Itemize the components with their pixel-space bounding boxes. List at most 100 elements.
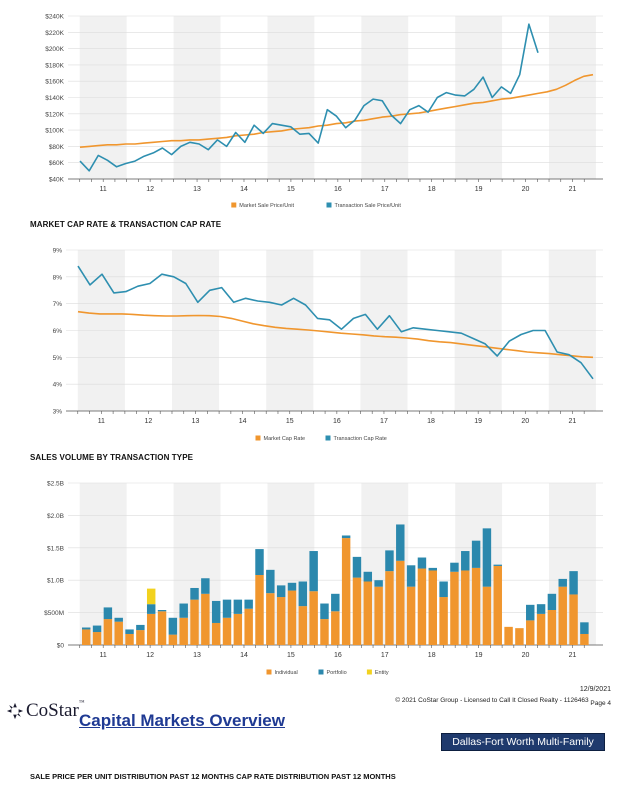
price-chart-ytick-label: $100K — [45, 128, 64, 135]
volume-chart-bar-individual — [233, 613, 243, 645]
volume-chart-bar-individual — [569, 594, 578, 645]
volume-chart-bar-individual — [352, 577, 362, 645]
price-chart-ytick-label: $220K — [45, 30, 64, 37]
volume-chart-bar-individual — [136, 630, 145, 645]
volume-chart-bar-individual — [504, 626, 513, 645]
volume-chart-bar-portfolio — [493, 564, 502, 566]
volume-chart-bar-individual — [309, 591, 318, 645]
price-chart-xtick-label: 20 — [522, 186, 530, 193]
volume-chart-xtick-label: 14 — [240, 652, 248, 659]
cap-chart-ytick-label: 8% — [53, 274, 63, 281]
cap-chart-ytick-label: 4% — [53, 382, 63, 389]
volume-chart-bar-portfolio — [125, 629, 134, 634]
volume-chart-bar-portfolio — [417, 557, 427, 569]
volume-chart-bar-individual — [244, 608, 253, 645]
volume-chart-bar-portfolio — [526, 604, 535, 621]
sales-volume-chart-svg: $0 $500M $1.0B $1.5B $2.0B $2.5B 11 12 13 14 15 16 1… — [44, 481, 603, 676]
price-chart-xtick-label: 17 — [381, 186, 389, 193]
report-title: Capital Markets Overview — [79, 711, 285, 730]
volume-chart-bar-individual — [331, 611, 340, 645]
volume-chart-bar-portfolio — [536, 604, 546, 614]
cap-chart-ytick-label: 5% — [53, 355, 63, 362]
volume-chart-bar-entity — [146, 588, 156, 605]
volume-chart-bar-portfolio — [363, 571, 373, 582]
price-chart-ytick-label: $60K — [49, 160, 65, 167]
volume-chart-legend-swatch — [366, 669, 372, 675]
price-chart-legend-label: Transaction Sale Price/Unit — [335, 203, 402, 209]
volume-chart-bar-portfolio — [374, 580, 383, 587]
volume-chart-bar-portfolio — [244, 599, 253, 609]
volume-chart-bar-individual — [558, 586, 567, 645]
volume-chart-bar-portfolio — [309, 551, 318, 592]
volume-chart-bar-portfolio — [103, 607, 113, 620]
cap-chart-xtick-label: 16 — [333, 418, 341, 425]
volume-chart-bar-portfolio — [179, 603, 188, 618]
cap-chart-legend-label: Market Cap Rate — [264, 436, 306, 442]
cap-chart-ytick-label: 9% — [53, 248, 63, 255]
volume-chart-bar-individual — [276, 597, 286, 645]
volume-chart-bar-portfolio — [266, 569, 275, 594]
volume-chart-bar-individual — [146, 613, 156, 645]
volume-chart-bar-individual — [515, 628, 524, 645]
volume-chart-bar-individual — [92, 632, 102, 645]
price-chart-ytick-label: $80K — [49, 144, 65, 151]
volume-chart-bar-individual — [287, 590, 297, 645]
price-chart-ytick-label: $140K — [45, 95, 64, 102]
volume-chart-bar-portfolio — [428, 567, 438, 571]
cap-rate-section-title: MARKET CAP RATE & TRANSACTION CAP RATE — [30, 220, 222, 229]
volume-chart-xtick-label: 21 — [569, 652, 577, 659]
volume-chart-bar-individual — [341, 538, 351, 645]
price-chart-xtick-label: 11 — [100, 186, 107, 193]
market-badge: Dallas-Fort Worth Multi-Family — [441, 733, 605, 751]
volume-chart-bar-portfolio — [385, 550, 394, 572]
volume-chart-xtick-label: 15 — [287, 652, 295, 659]
costar-logo-mark-icon — [6, 702, 24, 720]
volume-chart-bar-individual — [493, 565, 502, 645]
price-chart-legend-label: Market Sale Price/Unit — [239, 203, 294, 209]
volume-chart-bar-individual — [298, 606, 308, 645]
cap-chart-xtick-label: 18 — [427, 418, 435, 425]
volume-chart-bar-portfolio — [547, 593, 557, 611]
sale-price-chart-svg: $40K $60K $80K $100K $120K $140K $160K $180K $20… — [45, 14, 603, 209]
volume-chart-xtick-label: 20 — [522, 652, 530, 659]
volume-chart-ytick-label: $1.5B — [47, 545, 64, 552]
volume-chart-bar-portfolio — [114, 617, 123, 622]
costar-logo: CoStar™ — [6, 700, 85, 722]
distribution-section-title: SALE PRICE PER UNIT DISTRIBUTION PAST 12… — [30, 772, 396, 781]
volume-chart-bar-individual — [536, 613, 546, 645]
volume-chart-xtick-label: 16 — [334, 652, 342, 659]
volume-chart-legend-label: Individual — [275, 670, 298, 676]
volume-chart-bar-individual — [125, 633, 134, 645]
price-chart-xtick-label: 18 — [428, 186, 436, 193]
price-chart-legend-swatch — [231, 202, 237, 208]
volume-chart-bar-portfolio — [331, 593, 340, 612]
volume-chart-bar-individual — [428, 570, 438, 645]
cap-chart-ytick-label: 3% — [53, 409, 63, 416]
copyright-line: © 2021 CoStar Group - Licensed to Call I… — [395, 697, 611, 707]
volume-chart-bar-individual — [190, 599, 199, 645]
volume-chart-bar-portfolio — [471, 540, 481, 568]
price-chart-xtick-label: 14 — [240, 186, 248, 193]
cap-chart-xtick-label: 13 — [192, 418, 200, 425]
volume-chart-ytick-label: $1.0B — [47, 578, 64, 585]
volume-chart-bar-individual — [82, 629, 91, 645]
volume-chart-bar-portfolio — [92, 625, 102, 633]
cap-chart-series-line-1 — [77, 265, 594, 380]
price-chart-ytick-label: $200K — [45, 46, 64, 53]
volume-chart-bar-portfolio — [82, 627, 91, 630]
costar-logo-text: CoStar™ — [26, 700, 85, 721]
volume-chart-bar-individual — [179, 617, 188, 645]
sale-price-chart: $40K $60K $80K $100K $120K $140K $160K $180K $20… — [0, 8, 644, 213]
volume-chart-bar-portfolio — [341, 535, 351, 539]
volume-chart-bar-individual — [385, 571, 394, 645]
page-number: Page 4 — [590, 700, 611, 707]
cap-chart-xtick-label: 17 — [380, 418, 388, 425]
cap-chart-xtick-label: 14 — [239, 418, 247, 425]
volume-chart-ytick-label: $2.0B — [47, 513, 64, 520]
cap-chart-xtick-label: 15 — [286, 418, 294, 425]
volume-chart-bar-portfolio — [222, 599, 232, 618]
price-chart-xtick-label: 19 — [475, 186, 483, 193]
volume-chart-bar-individual — [526, 620, 535, 645]
volume-chart-legend-label: Portfolio — [327, 670, 347, 676]
volume-chart-bar-portfolio — [580, 622, 589, 634]
